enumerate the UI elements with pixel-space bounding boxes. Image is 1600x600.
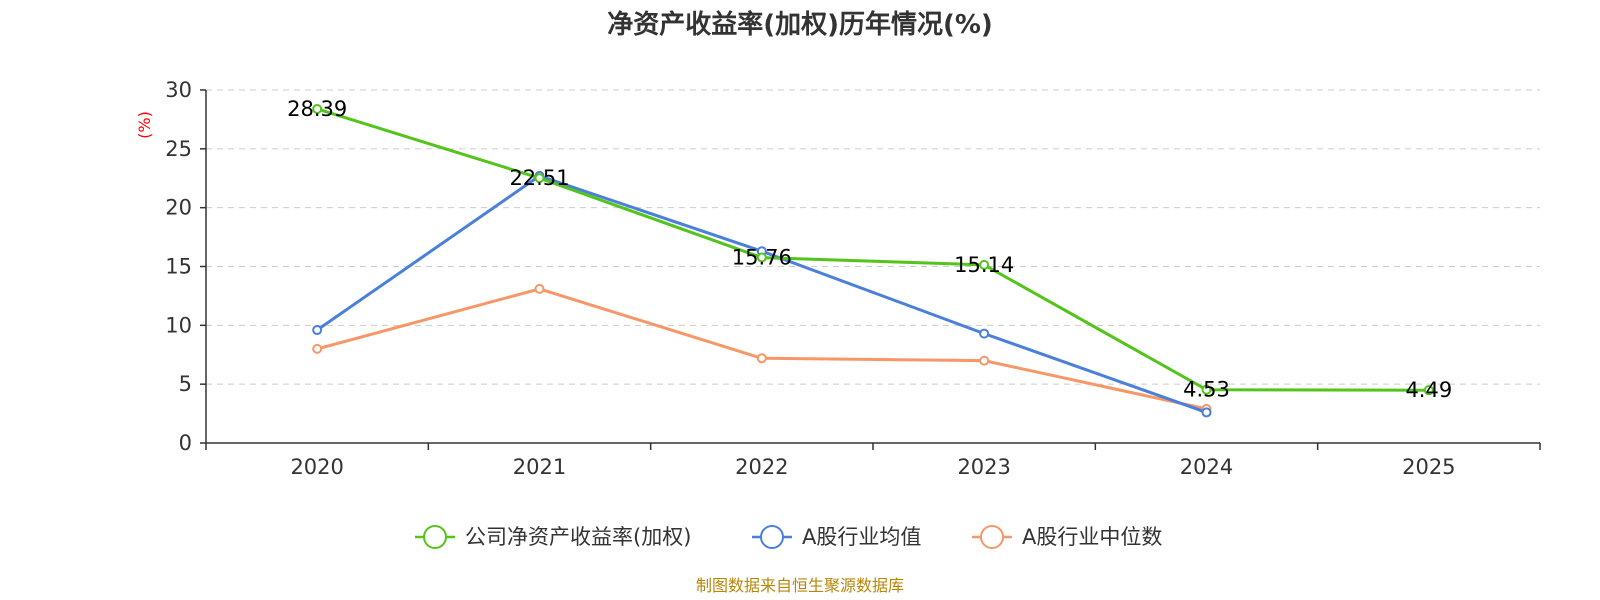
data-point[interactable] xyxy=(979,355,990,366)
x-tick-label: 2024 xyxy=(1180,455,1233,479)
legend: 公司净资产收益率(加权) A股行业均值 A股行业中位数 xyxy=(415,525,1162,549)
grid-layer xyxy=(206,89,1540,385)
data-label: 4.53 xyxy=(1183,378,1230,402)
y-tick-label: 20 xyxy=(165,196,192,220)
legend-item[interactable]: A股行业中位数 xyxy=(972,525,1162,549)
data-point[interactable] xyxy=(756,252,767,263)
data-label: 4.49 xyxy=(1405,378,1452,402)
y-tick-label: 0 xyxy=(179,431,192,455)
y-tick-label: 25 xyxy=(165,137,192,161)
data-point[interactable] xyxy=(979,259,990,270)
x-tick-label: 2023 xyxy=(957,455,1010,479)
legend-item[interactable]: A股行业均值 xyxy=(752,525,921,549)
chart-title: 净资产收益率(加权)历年情况(%) xyxy=(607,9,993,40)
y-tick-label: 30 xyxy=(165,78,192,102)
x-tick-label: 2021 xyxy=(513,455,566,479)
series-line xyxy=(316,107,1429,392)
data-point[interactable] xyxy=(1423,385,1434,396)
source-note: 制图数据来自恒生聚源数据库 xyxy=(696,576,904,595)
data-label: 15.76 xyxy=(732,246,792,270)
data-point[interactable] xyxy=(312,343,323,354)
data-point[interactable] xyxy=(1201,384,1212,395)
data-point[interactable] xyxy=(534,283,545,294)
series-line xyxy=(316,287,1207,411)
legend-marker xyxy=(760,525,784,549)
legend-label: A股行业均值 xyxy=(802,525,921,549)
x-tick-label: 2022 xyxy=(735,455,788,479)
x-tick-label: 2020 xyxy=(290,455,343,479)
data-label: 15.14 xyxy=(954,253,1014,277)
x-tick-label: 2025 xyxy=(1402,455,1455,479)
series-line xyxy=(316,174,1208,414)
y-tick-label: 5 xyxy=(179,372,192,396)
y-axis-label: (%) xyxy=(135,111,154,139)
data-point[interactable] xyxy=(312,103,323,114)
data-label: 22.51 xyxy=(509,166,569,190)
legend-item[interactable]: 公司净资产收益率(加权) xyxy=(415,525,691,549)
legend-marker xyxy=(423,525,447,549)
data-point[interactable] xyxy=(312,325,323,336)
y-tick-label: 10 xyxy=(165,313,192,337)
data-point[interactable] xyxy=(756,353,767,364)
legend-label: A股行业中位数 xyxy=(1022,525,1162,549)
y-tick-label: 15 xyxy=(165,255,192,279)
data-point[interactable] xyxy=(534,173,545,184)
data-label: 28.39 xyxy=(287,97,347,121)
data-point[interactable] xyxy=(979,328,990,339)
data-point[interactable] xyxy=(1201,407,1212,418)
series-layer xyxy=(312,103,1434,418)
label-layer: 28.39 22.51 15.76 15.14 4.53 4.49 xyxy=(287,97,1452,402)
legend-label: 公司净资产收益率(加权) xyxy=(465,525,691,549)
legend-marker xyxy=(980,525,1004,549)
